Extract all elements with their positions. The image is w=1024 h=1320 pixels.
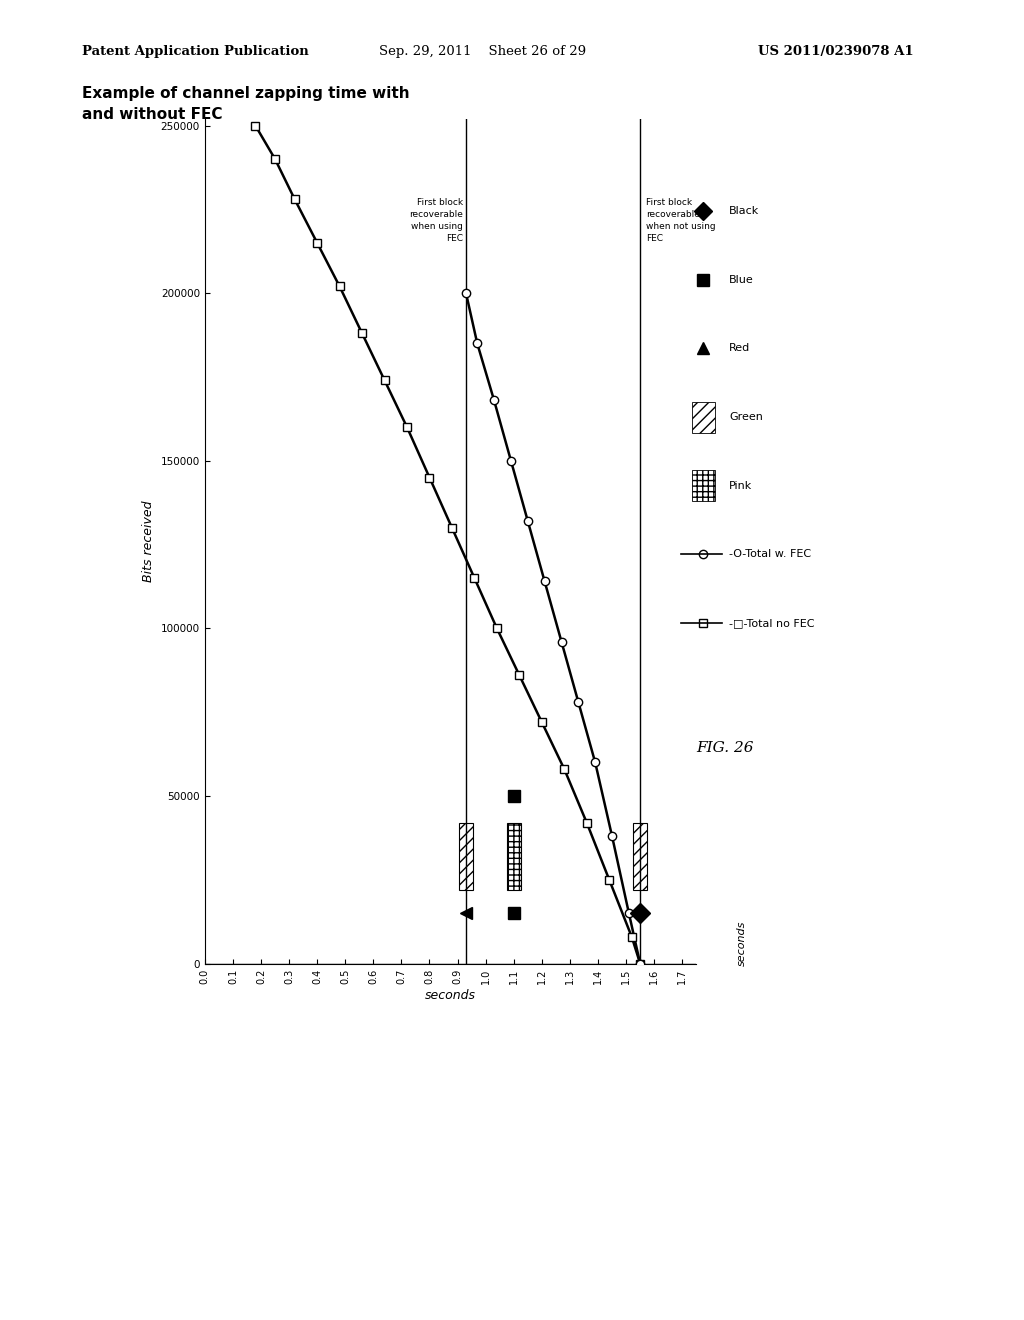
Text: seconds: seconds	[737, 921, 748, 966]
Text: FIG. 26: FIG. 26	[696, 742, 754, 755]
Bar	[507, 822, 521, 890]
Text: -O-Total w. FEC: -O-Total w. FEC	[729, 549, 811, 560]
Text: Sep. 29, 2011    Sheet 26 of 29: Sep. 29, 2011 Sheet 26 of 29	[379, 45, 586, 58]
Text: -□-Total no FEC: -□-Total no FEC	[729, 618, 814, 628]
Text: First block
recoverable
when using
FEC: First block recoverable when using FEC	[410, 198, 463, 243]
Bar	[633, 822, 647, 890]
Text: US 2011/0239078 A1: US 2011/0239078 A1	[758, 45, 913, 58]
Text: Black: Black	[729, 206, 760, 216]
Text: First block
recoverable
when not using
FEC: First block recoverable when not using F…	[646, 198, 716, 243]
Text: Pink: Pink	[729, 480, 753, 491]
Text: Red: Red	[729, 343, 751, 354]
X-axis label: seconds: seconds	[425, 990, 476, 1002]
Text: Green: Green	[729, 412, 763, 422]
Y-axis label: Bits received: Bits received	[142, 500, 155, 582]
Text: Patent Application Publication: Patent Application Publication	[82, 45, 308, 58]
Text: Example of channel zapping time with
and without FEC: Example of channel zapping time with and…	[82, 86, 410, 121]
Text: Blue: Blue	[729, 275, 754, 285]
Bar	[459, 822, 473, 890]
